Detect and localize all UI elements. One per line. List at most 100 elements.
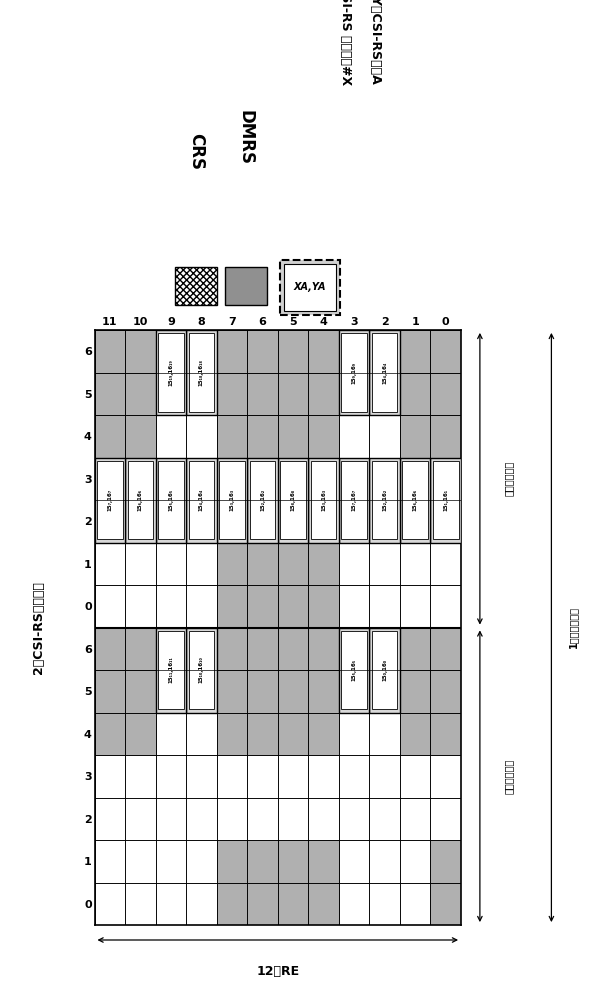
Bar — [155, 458, 186, 542]
Bar — [278, 500, 309, 542]
Bar — [125, 373, 155, 415]
Bar — [339, 330, 369, 415]
Bar — [125, 670, 155, 712]
Bar — [186, 500, 217, 542]
Bar — [309, 628, 339, 670]
Bar — [309, 585, 339, 628]
Bar — [247, 373, 278, 415]
Bar — [217, 713, 247, 755]
Bar — [186, 798, 217, 840]
Bar — [247, 330, 278, 373]
Bar — [369, 755, 400, 798]
Text: 15₂,16₂: 15₂,16₂ — [382, 489, 387, 511]
Bar — [95, 415, 125, 458]
Bar — [186, 628, 217, 712]
Bar — [400, 415, 430, 458]
Bar — [339, 882, 369, 925]
Bar — [369, 500, 400, 542]
Text: 1下行链路子帧: 1下行链路子帧 — [569, 606, 579, 649]
Bar — [217, 542, 247, 585]
Bar — [125, 670, 155, 712]
Bar — [186, 415, 217, 458]
Bar — [155, 415, 186, 458]
Bar — [155, 500, 186, 542]
Bar — [155, 670, 186, 712]
Bar — [97, 461, 123, 539]
Bar — [278, 713, 309, 755]
Bar — [95, 628, 125, 670]
Bar — [309, 585, 339, 628]
Text: 和#Y，CSI-RS集合A: 和#Y，CSI-RS集合A — [369, 0, 382, 85]
Bar — [186, 330, 217, 415]
Bar — [309, 542, 339, 585]
Text: 15₆,16₆: 15₆,16₆ — [413, 489, 418, 511]
Bar — [189, 461, 215, 539]
Bar — [278, 373, 309, 415]
Bar — [339, 542, 369, 585]
Bar — [369, 458, 400, 500]
Bar — [155, 798, 186, 840]
Bar — [309, 713, 339, 755]
Bar — [400, 840, 430, 882]
Bar — [125, 500, 155, 542]
Bar — [309, 415, 339, 458]
Bar — [309, 373, 339, 415]
Text: 15₅,16₅: 15₅,16₅ — [352, 659, 356, 681]
Bar — [309, 500, 339, 542]
Bar — [155, 458, 186, 500]
Bar — [369, 798, 400, 840]
Bar — [309, 373, 339, 415]
Bar — [186, 882, 217, 925]
Text: 15₁₁,16₁₁: 15₁₁,16₁₁ — [168, 657, 173, 683]
Bar — [95, 500, 125, 542]
Bar — [341, 461, 367, 539]
Bar — [247, 755, 278, 798]
Bar — [125, 628, 155, 670]
Bar — [225, 267, 267, 305]
Bar — [247, 882, 278, 925]
Bar — [278, 458, 309, 500]
Bar — [278, 500, 309, 542]
Bar — [400, 330, 430, 373]
Bar — [247, 458, 278, 542]
Bar — [125, 542, 155, 585]
Bar — [278, 713, 309, 755]
Bar — [309, 798, 339, 840]
Bar — [128, 461, 153, 539]
Bar — [278, 415, 309, 458]
Bar — [217, 458, 247, 500]
Bar — [339, 628, 369, 670]
Text: 15₇,16₇: 15₇,16₇ — [352, 489, 356, 511]
Bar — [339, 713, 369, 755]
Bar — [189, 333, 215, 412]
Bar — [247, 500, 278, 542]
Bar — [369, 713, 400, 755]
Bar — [125, 713, 155, 755]
Text: 15₄,16₄: 15₄,16₄ — [382, 361, 387, 384]
Bar — [430, 500, 461, 542]
Bar — [217, 882, 247, 925]
Bar — [400, 585, 430, 628]
Bar — [247, 628, 278, 670]
Bar — [369, 415, 400, 458]
Bar — [400, 882, 430, 925]
Bar — [217, 585, 247, 628]
Bar — [339, 628, 369, 712]
Bar — [430, 882, 461, 925]
Bar — [247, 840, 278, 882]
Bar — [155, 585, 186, 628]
Bar — [186, 628, 217, 670]
Bar — [309, 542, 339, 585]
Bar — [430, 542, 461, 585]
Bar — [278, 670, 309, 712]
Bar — [339, 500, 369, 542]
Bar — [125, 373, 155, 415]
Bar — [217, 670, 247, 712]
Text: 15₂,16₂: 15₂,16₂ — [260, 489, 265, 511]
Bar — [309, 840, 339, 882]
Bar — [402, 461, 428, 539]
Bar — [430, 330, 461, 373]
Bar — [430, 458, 461, 542]
Bar — [372, 461, 398, 539]
Bar — [249, 461, 275, 539]
